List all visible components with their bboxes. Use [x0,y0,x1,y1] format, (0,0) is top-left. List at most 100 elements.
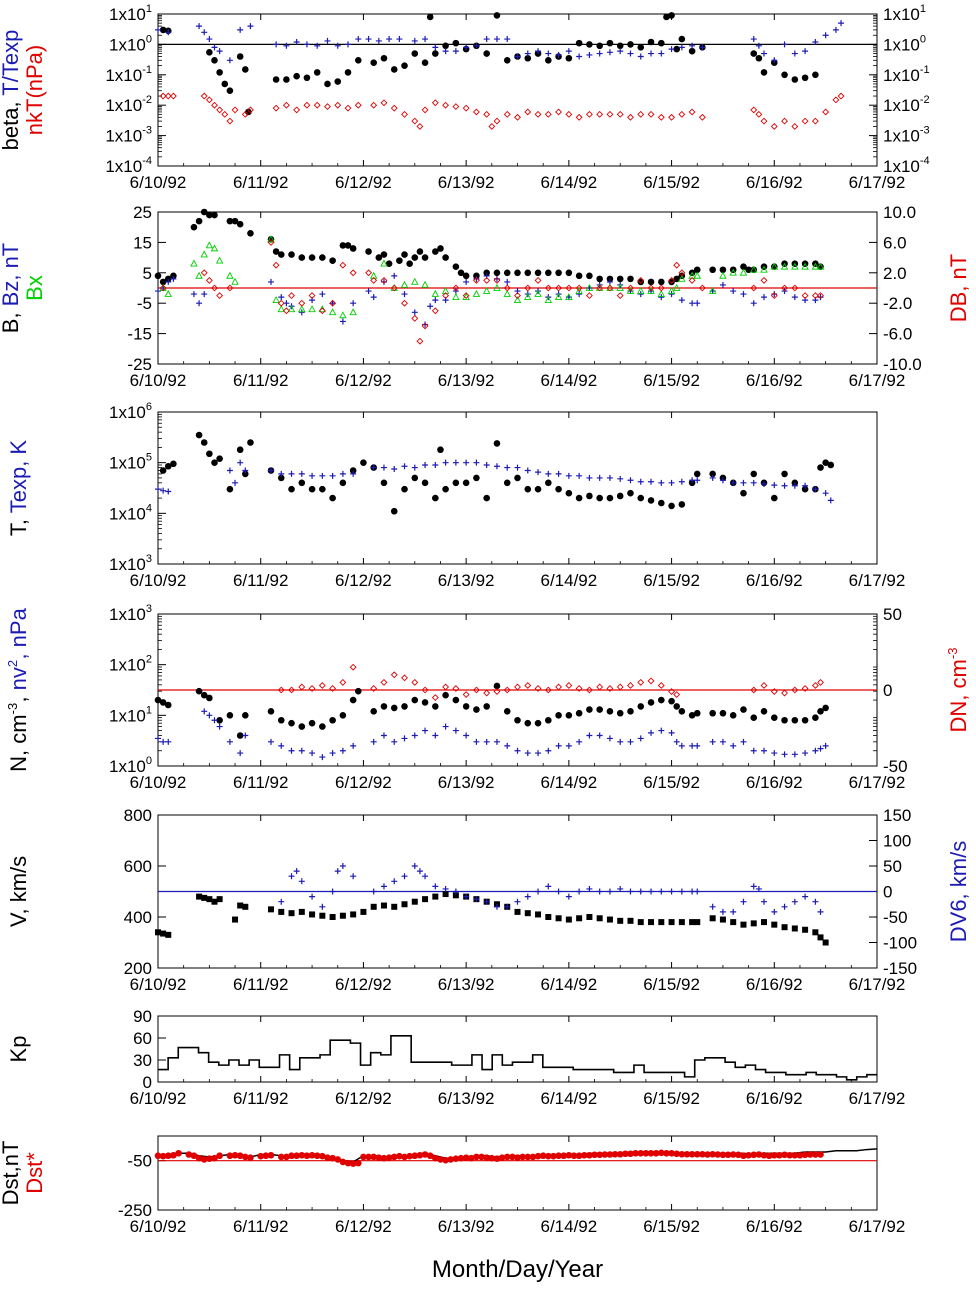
p4-point [720,739,726,745]
p1-point [761,51,767,57]
p1-ytick-label-right-1-exp: 0 [920,33,926,45]
p3-point [648,497,655,504]
p1-ytick-label-right-4-base: 1x10 [883,127,920,146]
p1-ytick-label-right-4: 1x10-3 [883,125,930,146]
p3-point [299,471,305,477]
p1-ytick-label-right-3-exp: -2 [920,94,930,106]
p2-point [201,291,207,297]
p2-ytick-label-left-1: 15 [133,233,152,252]
p4-point [340,680,346,686]
p5-point [761,919,767,925]
p5-point [694,889,700,895]
p5-point [782,924,788,930]
p3-point [827,462,834,469]
p1-point [700,114,706,120]
p4-point [524,720,531,727]
p5-point [576,889,582,895]
p4-point [309,720,316,727]
p3-point [484,462,490,468]
p1-xtick-label-5: 6/15/92 [643,173,700,192]
p4-point [381,680,387,686]
p1-point [761,118,767,124]
p6-xtick-label-1: 6/11/92 [233,1089,288,1108]
p1-point [546,112,552,118]
p3-point [329,495,336,502]
p2-point [299,254,306,261]
p1-point [453,104,459,110]
p2-point [278,251,285,258]
p5-point [309,911,315,917]
p4-point [694,710,701,717]
p5-point [586,914,592,920]
p1-point [838,20,844,26]
p2-point [319,306,325,312]
p4-xtick-label-1: 6/11/92 [233,773,288,792]
p5-point [545,883,551,889]
p4-point [674,739,680,745]
p3-point [463,480,470,487]
p4-point [242,732,248,738]
p3-point [473,475,480,482]
p3-point [668,503,675,510]
p4-point [597,732,603,738]
p4-point [402,735,408,741]
p5-point [689,919,695,925]
p3-point [442,486,449,493]
p5-point [319,913,325,919]
p2-point [402,300,408,306]
p2-ylabel-left: B, Bz, nT [0,243,23,333]
p1-point [222,112,228,118]
p2-point [232,279,238,285]
p4-ytick-label-left-3-exp: 0 [146,755,152,767]
p3-point [216,455,223,462]
p4-point [206,712,212,718]
p1-point [412,118,418,124]
p4-point [155,735,161,741]
p3-ytick-label-left-3-exp: 3 [146,553,152,565]
p1-point [211,57,218,64]
p3-point [514,475,521,482]
p5-point [751,883,757,889]
p2-xtick-label-7: 6/17/92 [849,371,906,390]
p5-point [391,904,397,910]
p4-xtick-label-4: 6/14/92 [540,773,597,792]
p4-point [329,717,336,724]
p4-point [237,750,243,756]
p4-point [484,690,490,696]
p2-point [329,257,336,264]
p5-point [627,918,633,924]
p4-ylabel-right-part-0: DN, cm [946,659,971,732]
p5-ytick-label-left-2: 400 [124,908,152,927]
p1-xtick-label-3: 6/13/92 [438,173,495,192]
x-axis-title: Month/Day/Year [432,1256,603,1283]
p5-point [432,883,438,889]
p2-point [422,282,428,288]
p1-point [206,36,212,42]
p5-point [196,894,202,900]
p4-point [812,714,819,721]
p4-ytick-label-left-0-exp: 3 [146,603,152,615]
p2-point [596,276,603,283]
p3-point [617,493,624,500]
p1-point [201,29,207,35]
p7-frame [158,1136,877,1210]
p1-point [597,51,603,57]
p1-ytick-label-left-1-exp: 0 [146,33,152,45]
p1-point [756,112,762,118]
p5-point [720,917,726,923]
p5-series-1 [278,863,823,915]
p2-point [401,251,408,258]
p6-series-0 [158,1036,877,1080]
p2-point [674,262,680,268]
p3-point [155,486,161,492]
p2-ytick-label-left-3: -5 [137,294,152,313]
p4-point [268,708,275,715]
p7-point [175,1150,182,1157]
p1-ytick-label-left-2: 1x10-1 [105,64,152,85]
p1-point [335,43,341,49]
p2-point [484,288,490,294]
p3-point [289,471,295,477]
p4-point [412,680,418,686]
p2-point [165,291,171,297]
